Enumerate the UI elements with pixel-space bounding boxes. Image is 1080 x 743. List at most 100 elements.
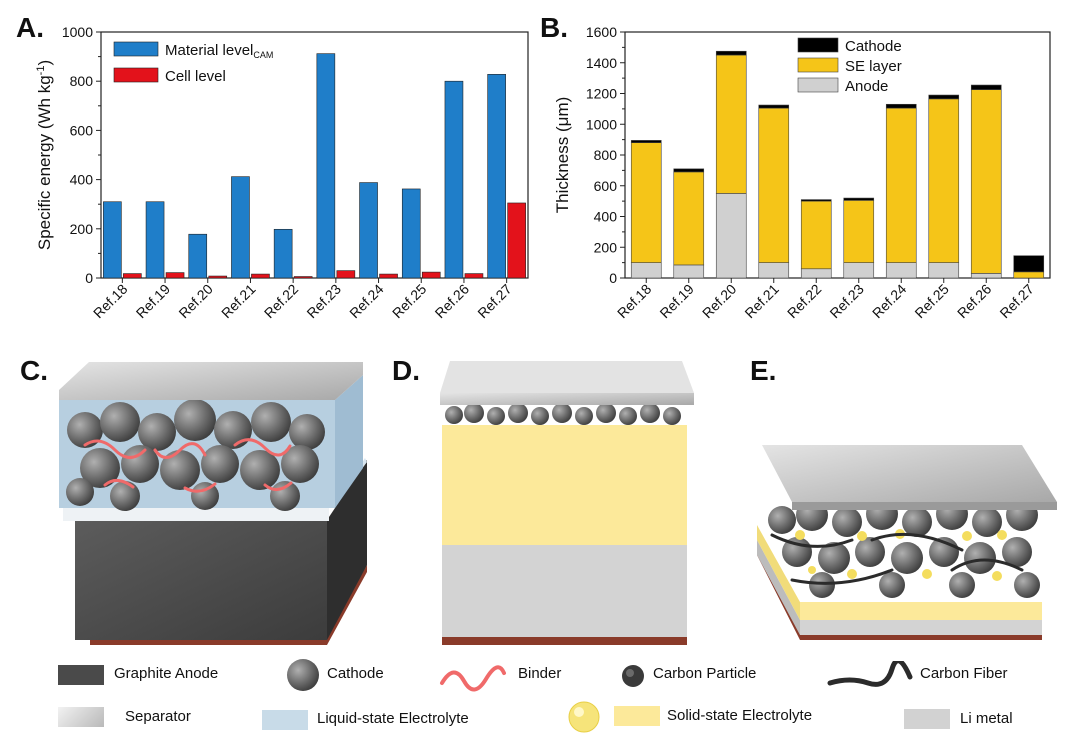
legend-li-metal: Li metal [960,710,1013,727]
x-tick-label: Ref.21 [218,281,259,322]
graphite-anode-swatch [58,665,104,685]
y-tick-label: 0 [609,270,617,286]
legend-carbon-particle: Carbon Particle [653,665,757,682]
graphite-anode-block [75,520,327,640]
solid-electrolyte-layer [442,425,687,545]
bar-material-level [103,201,122,279]
bar-segment-se-layer [673,171,705,266]
bar-material-level [145,201,165,279]
bar-cell-level [379,273,398,279]
x-tick-label: Ref.18 [90,281,131,322]
bar-segment-cathode [843,197,875,201]
bar-segment-se-layer [630,142,662,263]
x-tick-label: Ref.23 [826,281,867,322]
x-tick-label: Ref.20 [699,281,740,322]
legend-label: Anode [845,78,888,95]
bar-segment-cathode [928,94,960,100]
illustration-se-carbon-cell [757,445,1057,640]
legend-graphite-anode: Graphite Anode [114,665,219,682]
y-tick-label: 1600 [586,24,617,40]
chart-specific-energy: 0 200 400 600 800 1000 Specific energy (Wh kg-… [35,24,529,322]
x-tick-label: Ref.27 [996,281,1037,322]
solid-electrolyte-layer [800,602,1042,620]
y-tick-label: 400 [594,209,618,225]
bar-segment-anode [970,273,1002,279]
bar-segment-se-layer [843,200,875,263]
y-tick-label: 200 [70,221,94,237]
legend-label: Cathode [845,38,902,55]
legend-solid-electrolyte: Solid-state Electrolyte [667,707,813,724]
legend-label: SE layer [845,58,902,75]
y-tick-label: 1000 [586,116,617,132]
bar-cell-level [165,272,185,279]
bar-segment-cathode [715,50,747,56]
y-tick-label: 1400 [586,55,617,71]
bar-segment-anode [885,262,917,279]
bar-segment-se-layer [970,89,1002,274]
bar-material-level [188,233,208,279]
bar-material-level [401,188,421,279]
bar-material-level [487,74,506,279]
legend-carbon-fiber: Carbon Fiber [920,665,1008,682]
bar-segment-cathode [1013,255,1045,273]
legend-swatch-material [113,41,159,57]
copper-foil [442,637,687,645]
x-tick-label: Ref.22 [784,281,825,322]
bar-segment-se-layer [928,98,960,263]
illustration-legend: Graphite Anode Cathode Binder Carbon Par… [0,655,1080,743]
legend-swatch [797,37,839,53]
legend-swatch [797,77,839,93]
x-tick-label: Ref.21 [741,281,782,322]
bar-cell-level [464,273,484,279]
y-tick-label: 600 [594,178,618,194]
current-collector-top [440,393,694,405]
y-tick-label: 1200 [586,86,617,102]
x-tick-label: Ref.25 [389,281,430,322]
bar-segment-se-layer [715,54,747,194]
illustration-se-cell [440,361,694,645]
y-tick-label: 0 [85,270,93,286]
x-tick-label: Ref.20 [175,281,216,322]
carbon-fiber-icon [827,661,913,687]
y-axis-label: Specific energy (Wh kg-1) [35,60,54,250]
legend-liquid-electrolyte: Liquid-state Electrolyte [317,710,469,727]
bar-material-level [316,53,336,279]
bar-segment-se-layer [885,107,917,263]
bar-cell-level [421,271,441,279]
carbon-fibers [770,532,1024,585]
carbon-particle-icon [622,665,644,687]
bar-segment-se-layer [800,200,832,270]
x-tick-label: Ref.22 [261,281,302,322]
cathode-sphere-icon [287,659,319,691]
y-tick-label: 600 [70,122,94,138]
binder-icon [440,665,506,692]
x-tick-label: Ref.19 [133,281,174,322]
x-tick-label: Ref.27 [474,281,515,322]
illustration-liquid-cell [59,362,367,645]
bar-segment-cathode [800,199,832,202]
x-tick-label: Ref.26 [954,281,995,322]
bar-segment-se-layer [1013,271,1045,279]
bar-cell-level [336,270,356,279]
legend-label-cell: Cell level [165,68,226,85]
bar-segment-anode [673,264,705,279]
legend-separator: Separator [125,708,191,725]
li-metal-layer [800,620,1042,635]
bar-segment-cathode [885,103,917,109]
bar-segment-cathode [758,104,790,109]
y-tick-label: 400 [70,172,94,188]
panel-label-b: B. [540,12,568,43]
bar-segment-anode [800,268,832,279]
li-metal-swatch [904,709,950,729]
bar-segment-se-layer [758,107,790,263]
y-tick-label: 800 [70,73,94,89]
bar-cell-level [123,273,142,279]
panel-label-d: D. [392,355,420,386]
legend-swatch [797,57,839,73]
y-tick-label: 1000 [62,24,93,40]
legend-cathode: Cathode [327,665,384,682]
bar-cell-level [507,202,526,279]
solid-electrolyte-swatch [614,706,660,726]
x-tick-label: Ref.24 [346,281,387,322]
x-tick-label: Ref.19 [656,281,697,322]
